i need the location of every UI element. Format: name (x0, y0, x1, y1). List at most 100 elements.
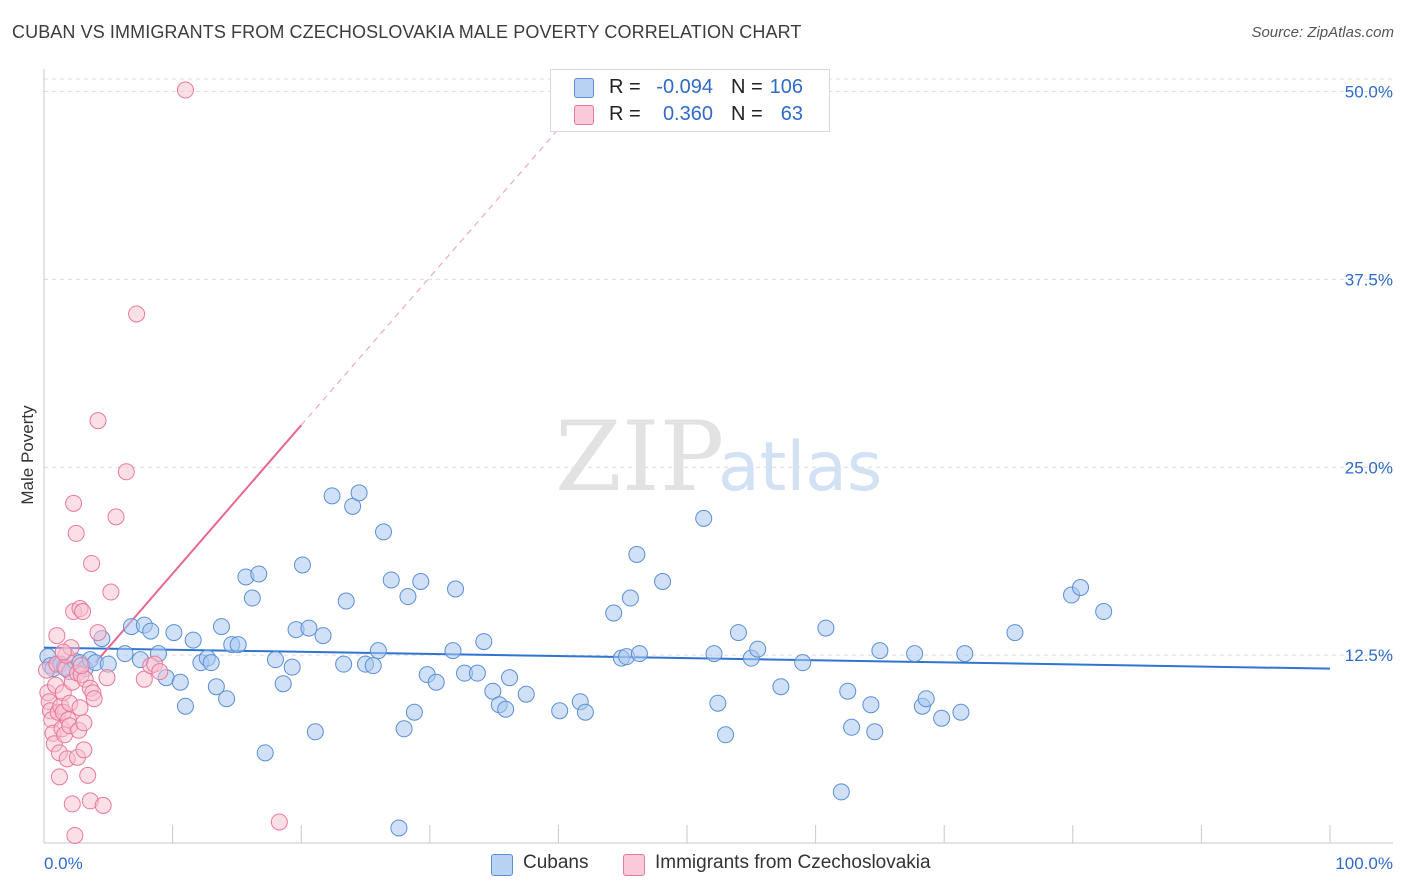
point-cubans (497, 700, 515, 718)
point-cubans (293, 556, 311, 574)
legend-n-label: N = (731, 103, 763, 125)
point-cubans (551, 702, 569, 720)
point-czechoslovakia (117, 463, 135, 481)
y-tick-label: 12.5% (1345, 646, 1393, 665)
legend-label-cubans: Cubans (523, 852, 589, 873)
y-tick-label: 25.0% (1345, 458, 1393, 477)
point-cubans (817, 619, 835, 637)
point-czechoslovakia (63, 795, 81, 813)
legend-r-value: -0.094 (656, 76, 713, 98)
point-cubans (729, 624, 747, 642)
source-label: Source: ZipAtlas.com (1251, 24, 1394, 41)
point-cubans (630, 645, 648, 663)
data-points (38, 81, 1113, 844)
point-cubans (621, 589, 639, 607)
point-czechoslovakia (50, 768, 68, 786)
point-czechoslovakia (102, 583, 120, 601)
point-cubans (212, 618, 230, 636)
point-cubans (1006, 624, 1024, 642)
point-cubans (447, 580, 465, 598)
point-czechoslovakia (89, 624, 107, 642)
point-cubans (405, 703, 423, 721)
axes (43, 69, 1393, 844)
point-cubans (375, 523, 393, 541)
point-cubans (749, 640, 767, 658)
trend-line-cubans (43, 646, 1331, 670)
point-czechoslovakia (83, 554, 101, 572)
point-cubans (517, 685, 535, 703)
point-cubans (256, 744, 274, 762)
point-czechoslovakia (107, 508, 125, 526)
point-cubans (705, 645, 723, 663)
legend-r-value: 0.360 (662, 103, 713, 125)
point-czechoslovakia (54, 643, 72, 661)
point-cubans (395, 720, 413, 738)
point-czechoslovakia (270, 813, 288, 831)
legend-swatch-blue (491, 854, 513, 876)
point-cubans (202, 654, 220, 672)
point-cubans (952, 703, 970, 721)
point-cubans (274, 675, 292, 693)
legend-swatch-pink (623, 854, 645, 876)
chart-title: CUBAN VS IMMIGRANTS FROM CZECHOSLOVAKIA … (12, 22, 802, 42)
point-cubans (866, 723, 884, 741)
point-czechoslovakia (94, 796, 112, 814)
legend-label-czechoslovakia: Immigrants from Czechoslovakia (655, 852, 931, 873)
tick-labels: 12.5% 25.0% 37.5% 50.0% 0.0% 100.0% (44, 83, 1393, 873)
trend-line-czechoslovakia-extension (300, 128, 559, 426)
point-cubans (772, 678, 790, 696)
point-cubans (839, 682, 857, 700)
point-cubans (695, 509, 713, 527)
point-cubans (412, 572, 430, 590)
x-tick-label: 0.0% (44, 854, 83, 873)
point-cubans (142, 622, 160, 640)
point-cubans (364, 657, 382, 675)
point-cubans (843, 718, 861, 736)
point-cubans (350, 484, 368, 502)
y-tick-label: 50.0% (1345, 83, 1393, 102)
point-czechoslovakia (89, 412, 107, 430)
point-cubans (427, 673, 445, 691)
point-cubans (171, 673, 189, 691)
point-cubans (709, 694, 727, 712)
point-czechoslovakia (72, 657, 90, 675)
watermark-zip: ZIP (555, 401, 724, 513)
legend-row-cubans: R = -0.094 N = 106 (551, 74, 829, 100)
point-czechoslovakia (98, 669, 116, 687)
watermark-atlas: atlas (718, 428, 882, 507)
legend-swatch-blue (574, 78, 594, 98)
point-czechoslovakia (65, 494, 83, 512)
point-cubans (314, 627, 332, 645)
point-cubans (1095, 603, 1113, 621)
point-czechoslovakia (74, 603, 92, 621)
trend-lines (43, 128, 1331, 670)
point-cubans (444, 642, 462, 660)
y-tick-label: 37.5% (1345, 270, 1393, 289)
point-czechoslovakia (48, 627, 66, 645)
point-cubans (207, 678, 225, 696)
point-czechoslovakia (75, 714, 93, 732)
point-cubans (184, 631, 202, 649)
point-cubans (300, 619, 318, 637)
point-czechoslovakia (67, 524, 85, 542)
point-cubans (250, 565, 268, 583)
legend-r-label: R = (609, 103, 641, 125)
point-cubans (475, 633, 493, 651)
point-czechoslovakia (79, 766, 97, 784)
point-cubans (323, 487, 341, 505)
point-cubans (399, 588, 417, 606)
legend-n-value: 63 (780, 103, 803, 125)
point-cubans (390, 819, 408, 837)
point-cubans (176, 697, 194, 715)
point-czechoslovakia (71, 699, 89, 717)
point-cubans (917, 690, 935, 708)
legend-row-czechoslovakia: R = 0.360 N = 63 (551, 101, 829, 127)
correlation-legend: R = -0.094 N = 106 R = 0.360 N = 63 (550, 69, 830, 132)
point-cubans (1072, 579, 1090, 597)
point-cubans (369, 642, 387, 660)
point-czechoslovakia (75, 741, 93, 759)
point-cubans (862, 696, 880, 714)
point-czechoslovakia (85, 690, 103, 708)
